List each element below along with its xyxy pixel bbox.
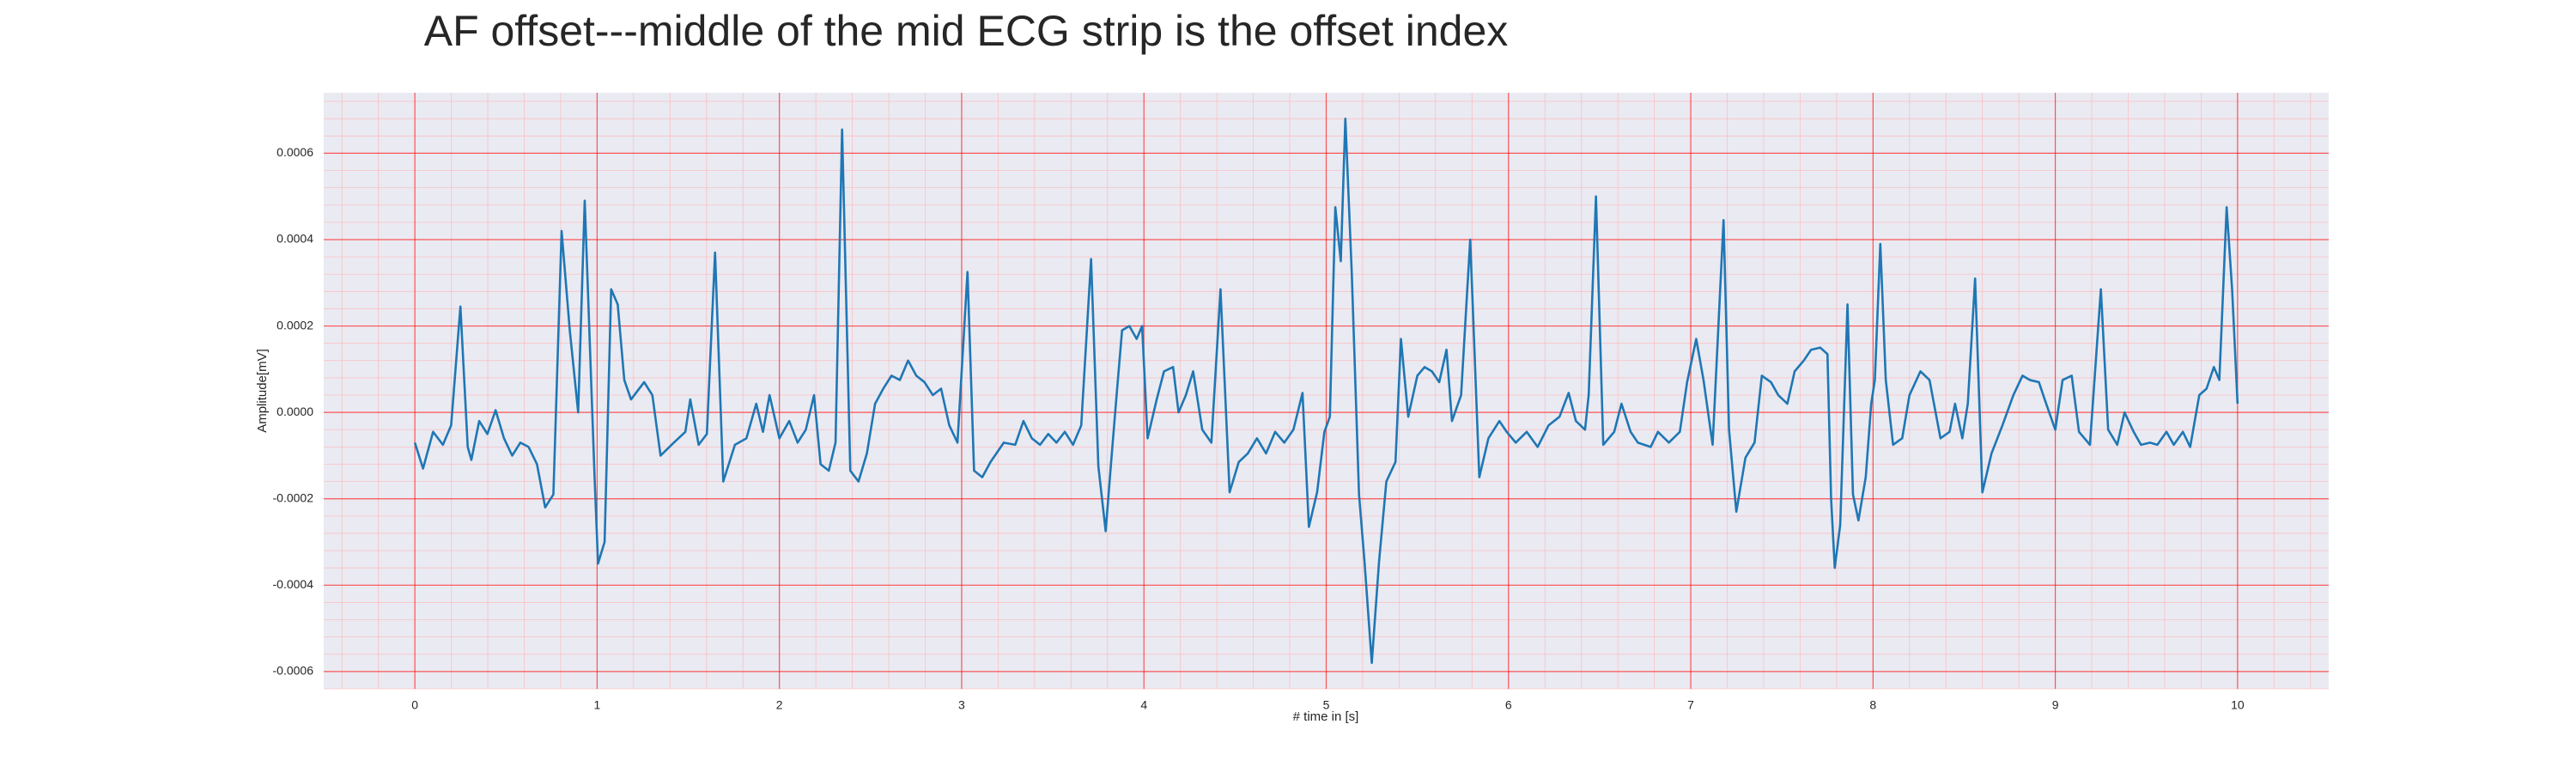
grid [324,93,2329,690]
y-tick-label: 0.0002 [276,318,313,332]
x-tick-label: 5 [1323,698,1330,712]
x-tick-label: 9 [2052,698,2059,712]
x-tick-label: 8 [1869,698,1876,712]
y-tick-label: -0.0004 [273,577,314,591]
x-tick-label: 2 [776,698,783,712]
x-tick-label: 10 [2231,698,2245,712]
chart-title: AF offset---middle of the mid ECG strip … [424,7,1509,55]
x-tick-label: 6 [1505,698,1512,712]
x-tick-label: 3 [958,698,965,712]
x-axis-label: # time in [s] [1293,709,1359,724]
y-tick-label: -0.0002 [273,490,314,504]
x-tick-label: 1 [594,698,601,712]
y-tick-label: 0.0004 [276,232,313,246]
ecg-line [413,117,2239,665]
y-axis-label: Amplitude[mV] [255,349,270,433]
y-tick-label: 0.0006 [276,145,313,159]
y-tick-label: 0.0000 [276,405,313,418]
x-tick-label: 0 [411,698,418,712]
x-tick-label: 4 [1140,698,1147,712]
x-tick-label: 7 [1687,698,1694,712]
y-tick-label: -0.0006 [273,664,314,678]
